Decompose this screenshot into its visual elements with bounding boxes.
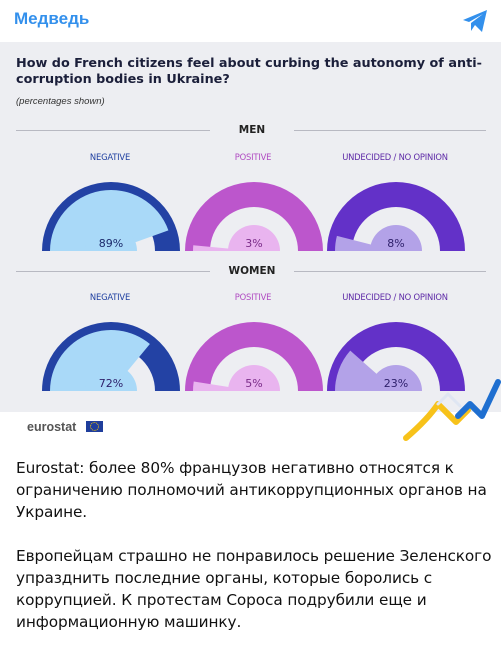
gauge-band	[42, 182, 180, 251]
gauge-label-women-undecided: UNDECIDED / NO OPINION	[342, 292, 448, 302]
infographic-image[interactable]: How do French citizens feel about curbin…	[0, 42, 501, 412]
ukraine-ribbon-logo	[403, 379, 501, 441]
gauge-men-negative: 89%	[42, 182, 180, 251]
post-paragraph: Eurostat: более 80% французов негативно …	[16, 459, 487, 521]
post-text: Eurostat: более 80% французов негативно …	[16, 457, 492, 655]
eu-flag-icon	[86, 421, 103, 432]
gauge-women-positive: 5%	[185, 322, 323, 391]
gauge-band	[42, 322, 180, 391]
gauge-value-fill	[50, 330, 150, 391]
channel-name[interactable]: Медведь	[14, 9, 90, 28]
gauge-hub	[85, 225, 137, 251]
eurostat-logo: eurostat	[27, 420, 77, 434]
chart-subtitle: (percentages shown)	[16, 96, 105, 107]
gauge-label-men-undecided: UNDECIDED / NO OPINION	[342, 152, 448, 162]
post-header: Медведь	[0, 0, 501, 40]
gauge-label-women-positive: POSITIVE	[234, 292, 272, 302]
send-icon[interactable]	[462, 9, 488, 33]
gauge-value-label: 8%	[387, 237, 404, 250]
gauge-value-label: 5%	[245, 377, 262, 390]
gauge-women-negative: 72%	[42, 322, 180, 391]
divider-line	[16, 130, 210, 131]
gauge-men-undecided: 8%	[327, 182, 465, 251]
gauge-hub	[370, 225, 422, 251]
section-label-men: MEN	[238, 124, 266, 136]
post-paragraph: Европейцам страшно не понравилось решени…	[16, 547, 492, 631]
gauge-hub	[85, 365, 137, 391]
gauge-band	[185, 182, 323, 251]
gauge-band	[327, 182, 465, 251]
chart-title: How do French citizens feel about curbin…	[16, 56, 482, 87]
gauge-band	[327, 322, 465, 391]
divider-line	[294, 130, 486, 131]
divider-line	[16, 271, 210, 272]
gauge-value-label: 89%	[99, 237, 123, 250]
gauge-hub	[228, 225, 280, 251]
divider-line	[294, 271, 486, 272]
gauge-label-men-negative: NEGATIVE	[89, 152, 131, 162]
gauge-hub	[228, 365, 280, 391]
gauge-value-label: 72%	[99, 377, 123, 390]
gauge-label-women-negative: NEGATIVE	[89, 292, 131, 302]
gauge-hub	[370, 365, 422, 391]
gauge-value-label: 3%	[245, 237, 262, 250]
gauge-value-fill	[50, 190, 169, 251]
gauge-men-positive: 3%	[185, 182, 323, 251]
gauge-label-men-positive: POSITIVE	[234, 152, 272, 162]
gauge-value-label: 23%	[384, 377, 408, 390]
section-label-women: WOMEN	[228, 265, 276, 277]
gauge-band	[185, 322, 323, 391]
gauge-women-undecided: 23%	[327, 322, 465, 391]
